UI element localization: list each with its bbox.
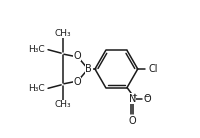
Text: CH₃: CH₃ [54,29,71,38]
Text: +: + [131,93,136,99]
Text: B: B [85,64,92,74]
Text: N: N [128,94,135,104]
Text: −: − [142,92,149,101]
Text: H₃C: H₃C [28,84,44,93]
Text: O: O [73,77,80,87]
Text: O: O [128,116,135,126]
Text: CH₃: CH₃ [54,100,71,109]
Text: H₃C: H₃C [28,45,44,54]
Text: O: O [73,51,80,61]
Text: O: O [143,94,151,104]
Text: Cl: Cl [147,64,157,74]
